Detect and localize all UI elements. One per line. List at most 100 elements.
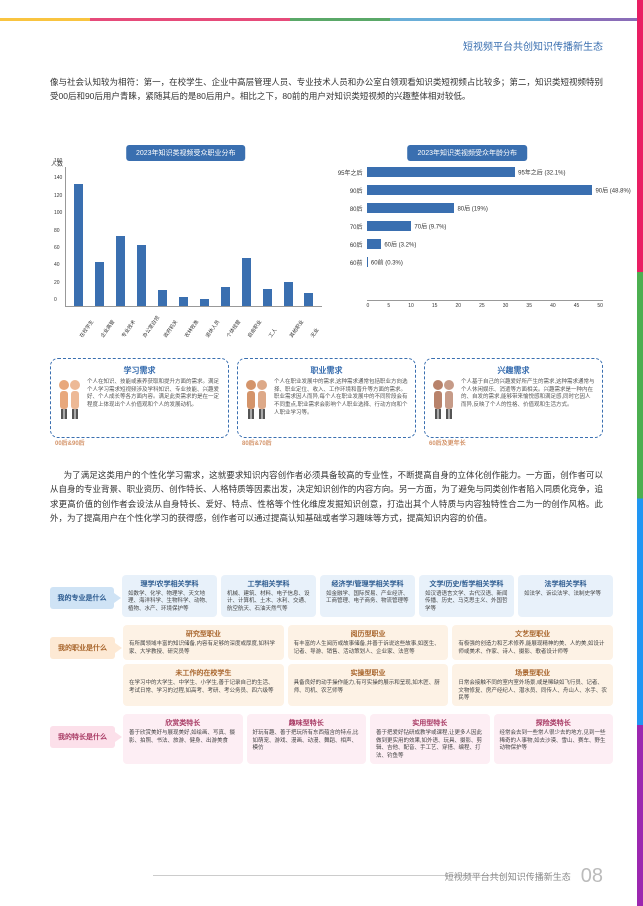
demand-title: 职业需求 — [244, 365, 409, 376]
bar — [200, 299, 209, 306]
hbar: 90后 (48.8%) — [367, 185, 593, 195]
mindmap: 我的专业是什么理学/农学相关学科如数学、化学、物理学、天文地理、海洋科学、生物科… — [50, 575, 613, 772]
page-number: 08 — [581, 865, 603, 888]
bar — [284, 282, 293, 307]
mindmap-box: 实用型特长善于把爱好钻研成教学或课程,让更多人因此做到更实用的效果,如外语、玩具… — [370, 714, 490, 764]
bar — [95, 262, 104, 306]
bar-label: 其他职业 — [288, 310, 311, 339]
mindmap-box-text: 机械、建筑、材料、电子信息、设计、计算机、土木、水利、交通、航空航天、石油天然气… — [227, 591, 310, 613]
mindmap-box-text: 有极强的创造力和艺术修养,能展现精神的美、人的美,如设计师或美术、作家、诗人、摄… — [458, 641, 607, 656]
bar-label: 无业 — [309, 310, 332, 339]
hbar-val: 60前 (0.3%) — [371, 258, 403, 267]
top-stripe — [0, 18, 643, 21]
mindmap-box-title: 文艺型职业 — [458, 629, 607, 639]
hbar-cat: 90后 — [337, 186, 367, 195]
mindmap-box: 工学相关学科机械、建筑、材料、电子信息、设计、计算机、土木、水利、交通、航空航天… — [221, 575, 316, 617]
demand-age: 00后&90后 — [55, 438, 85, 447]
demand-box: 职业需求个人在职业发展中的需求,这种需求通常包括职业方向选择、职业定位、收入、工… — [237, 358, 416, 438]
mindmap-box: 探险类特长经常会去到一些常人很少去的地方,见到一些稀奇的人事物,如去沙漠、雪山、… — [494, 714, 614, 764]
mindmap-content: 理学/农学相关学科如数学、化学、物理学、天文地理、海洋科学、生物科学、动物、植物… — [122, 575, 613, 617]
hbar: 95年之后 (32.1%) — [367, 167, 516, 177]
footer: 短视频平台共创知识传播新生态 08 — [445, 865, 603, 888]
bar — [263, 289, 272, 307]
mindmap-box-text: 具备良好的动手操作能力,有可实操的展示和呈现,如木匠、厨师、司机、农艺师等 — [294, 680, 443, 695]
mindmap-box: 经济学/管理学相关学科如金融学、国际贸易、产业经济、工商管理、电子商务、物流管理… — [320, 575, 415, 617]
hbar-val: 80后 (19%) — [457, 204, 487, 213]
mindmap-box: 阅历型职业有丰富的人生阅历或故事储备,并善于诉说这些故事,如医生、记者、导游、销… — [288, 625, 449, 660]
para2: 为了满足这类用户的个性化学习需求，这就要求知识内容创作者必须具备较高的专业性，不… — [50, 468, 603, 526]
mindmap-box-text: 如汉语语言文学、古代汉语、新闻传播、历史、马克思主义、外国哲学等 — [425, 591, 508, 613]
hbar-chart-area: 95年之后95年之后 (32.1%)90后90后 (48.8%)80后80后 (… — [337, 167, 604, 307]
bar — [116, 236, 125, 306]
hbar: 60后 (3.2%) — [367, 239, 382, 249]
avatar-icon — [55, 377, 83, 421]
demand-title: 兴趣需求 — [431, 365, 596, 376]
mindmap-box-title: 未工作的在校学生 — [129, 668, 278, 678]
mindmap-box: 法学相关学科如法学、诉讼法学、法制史学等 — [518, 575, 613, 617]
mindmap-box: 理学/农学相关学科如数学、化学、物理学、天文地理、海洋科学、生物科学、动物、植物… — [122, 575, 217, 617]
mindmap-box-text: 如金融学、国际贸易、产业经济、工商管理、电子商务、物流管理等 — [326, 591, 409, 606]
hbar: 60前 (0.3%) — [367, 257, 368, 267]
hbar-cat: 80后 — [337, 204, 367, 213]
bar — [179, 297, 188, 306]
age-chart: 2023年知识类视频受众年龄分布 95年之后95年之后 (32.1%)90后90… — [332, 145, 604, 307]
mindmap-label: 我的职业是什么 — [50, 637, 115, 659]
header-title: 短视频平台共创知识传播新生态 — [463, 38, 603, 53]
demand-age: 60后及更年长 — [429, 438, 466, 447]
mindmap-box: 实操型职业具备良好的动手操作能力,有可实操的展示和呈现,如木匠、厨师、司机、农艺… — [288, 664, 449, 706]
mindmap-box-text: 有丰富的人生阅历或故事储备,并善于诉说这些故事,如医生、记者、导游、销售、活动策… — [294, 641, 443, 656]
mindmap-content: 研究型职业有所属领域丰富的知识储备,内容有足够的深度或厚度,如科学家、大学教授、… — [123, 625, 613, 706]
mindmap-box-title: 理学/农学相关学科 — [128, 579, 211, 589]
mindmap-box-text: 在学习中的大学生、中学生、小学生,善于记录自己的生活、考试日常、学习的过程,如高… — [129, 680, 278, 695]
bar-label: 工人 — [267, 310, 290, 339]
demand-boxes: 学习需求个人在知识、技能或素养获取和提升方面的需求。满足个人学习需求短视频涉及学… — [50, 358, 603, 438]
mindmap-label: 我的专业是什么 — [50, 587, 114, 609]
mindmap-box-title: 工学相关学科 — [227, 579, 310, 589]
hbar-cat: 60前 — [337, 258, 367, 267]
hbar-val: 60后 (3.2%) — [384, 240, 416, 249]
occupation-chart: 2023年知识类视频受众职业分布 人数 在校学生企业高管专业技术办公室白领政府机… — [50, 145, 322, 307]
mindmap-box-title: 实用型特长 — [376, 718, 484, 728]
mindmap-box: 趣味型特长好玩有趣、善于把玩所有东西蕴含的特点,比如萌宠、游戏、漫画、动漫、舞蹈… — [247, 714, 367, 764]
mindmap-box-title: 场景型职业 — [458, 668, 607, 678]
hbar-cat: 95年之后 — [337, 168, 367, 177]
demand-text: 个人在知识、技能或素养获取和提升方面的需求。满足个人学习需求短视频涉及学科知识、… — [87, 379, 222, 410]
mindmap-box-text: 如数学、化学、物理学、天文地理、海洋科学、生物科学、动物、植物、水产、环境保护等 — [128, 591, 211, 613]
mindmap-box: 研究型职业有所属领域丰富的知识储备,内容有足够的深度或厚度,如科学家、大学教授、… — [123, 625, 284, 660]
bar-label: 自由职业 — [246, 310, 269, 339]
hbar-val: 95年之后 (32.1%) — [518, 168, 565, 177]
charts-row: 2023年知识类视频受众职业分布 人数 在校学生企业高管专业技术办公室白领政府机… — [50, 145, 603, 307]
mindmap-box-title: 趣味型特长 — [253, 718, 361, 728]
mindmap-box: 未工作的在校学生在学习中的大学生、中学生、小学生,善于记录自己的生活、考试日常、… — [123, 664, 284, 706]
demand-age: 80后&70后 — [242, 438, 272, 447]
mindmap-box-title: 实操型职业 — [294, 668, 443, 678]
para1: 像与社会认知较为相符：第一，在校学生、企业中高层管理人员、专业技术人员和办公室白… — [50, 75, 603, 104]
mindmap-box-title: 文学/历史/哲学相关学科 — [425, 579, 508, 589]
footer-title: 短视频平台共创知识传播新生态 — [445, 870, 571, 883]
demand-title: 学习需求 — [57, 365, 222, 376]
mindmap-box-text: 善于欣赏美好与展现美好,如绘画、写真、摄影、拍照、书法、旅游、健身、出游美食 — [129, 730, 237, 745]
chart1-title: 2023年知识类视频受众职业分布 — [126, 145, 246, 161]
hbar: 80后 (19%) — [367, 203, 455, 213]
mindmap-box: 文艺型职业有极强的创造力和艺术修养,能展现精神的美、人的美,如设计师或美术、作家… — [452, 625, 613, 660]
mindmap-label: 我的特长是什么 — [50, 726, 115, 748]
hbar-val: 90后 (48.8%) — [595, 186, 630, 195]
bar — [304, 293, 313, 306]
mindmap-box-text: 有所属领域丰富的知识储备,内容有足够的深度或厚度,如科学家、大学教授、研究员等 — [129, 641, 278, 656]
bar-chart-area: 人数 在校学生企业高管专业技术办公室白领政府机关农林牧渔退休人员个体经营自由职业… — [65, 167, 322, 307]
mindmap-box-title: 探险类特长 — [500, 718, 608, 728]
hbar-val: 70后 (9.7%) — [414, 222, 446, 231]
mindmap-box-title: 法学相关学科 — [524, 579, 607, 589]
hbar-cat: 60后 — [337, 240, 367, 249]
demand-box: 兴趣需求个人基于自己的兴趣爱好所产生的需求,这种需求通常与个人休闲娱乐、消遣等方… — [424, 358, 603, 438]
avatar-icon — [429, 377, 457, 421]
hbar: 70后 (9.7%) — [367, 221, 412, 231]
mindmap-box-text: 善于把爱好钻研成教学或课程,让更多人因此做到更实用的效果,如外语、玩具、摄影、剪… — [376, 730, 484, 760]
avatar-icon — [242, 377, 270, 421]
mindmap-box-title: 阅历型职业 — [294, 629, 443, 639]
bar — [137, 245, 146, 306]
mindmap-box-title: 研究型职业 — [129, 629, 278, 639]
demand-box: 学习需求个人在知识、技能或素养获取和提升方面的需求。满足个人学习需求短视频涉及学… — [50, 358, 229, 438]
mindmap-box: 欣赏类特长善于欣赏美好与展现美好,如绘画、写真、摄影、拍照、书法、旅游、健身、出… — [123, 714, 243, 764]
right-edge — [637, 0, 643, 906]
